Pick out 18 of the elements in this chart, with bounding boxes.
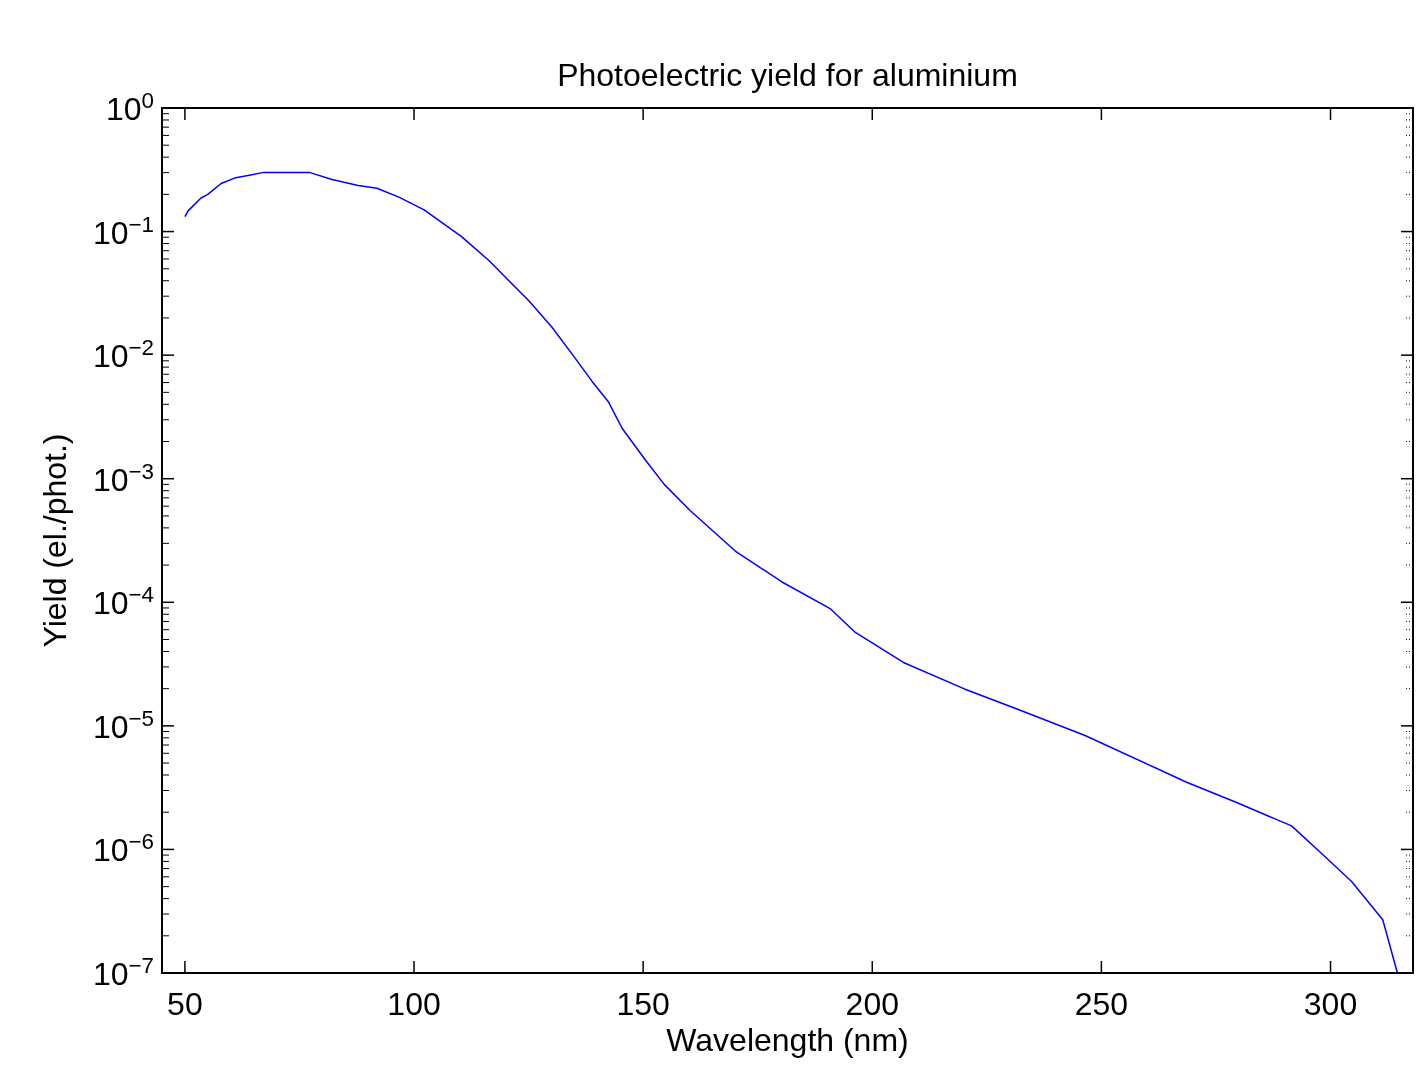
x-tick-label: 250 [1074, 986, 1129, 1022]
y-tick-label: 10$^{−7}$ [92, 952, 154, 992]
line-series [184, 171, 1399, 974]
x-tick-label: 150 [616, 986, 670, 1022]
x-tick-label: 100 [387, 986, 441, 1022]
y-tick-label: 10$^{0}$ [105, 87, 154, 127]
y-axis-title: Yield (el./phot.) [37, 433, 73, 648]
chart-title: Photoelectric yield for aluminium [557, 57, 1018, 93]
x-tick-label: 200 [845, 986, 899, 1022]
y-tick-label: 10$^{−5}$ [92, 705, 154, 745]
y-tick-label: 10$^{−3}$ [92, 458, 154, 498]
y-tick-label: 10$^{−1}$ [92, 211, 154, 251]
x-tick-label: 300 [1303, 986, 1358, 1022]
y-tick-label: 10$^{−6}$ [92, 828, 154, 869]
y-tick-label: 10$^{−4}$ [92, 581, 154, 622]
x-tick-label: 50 [167, 986, 203, 1022]
x-axis-title: Wavelength (nm) [666, 1022, 909, 1058]
y-tick-label: 10$^{−2}$ [92, 334, 154, 375]
